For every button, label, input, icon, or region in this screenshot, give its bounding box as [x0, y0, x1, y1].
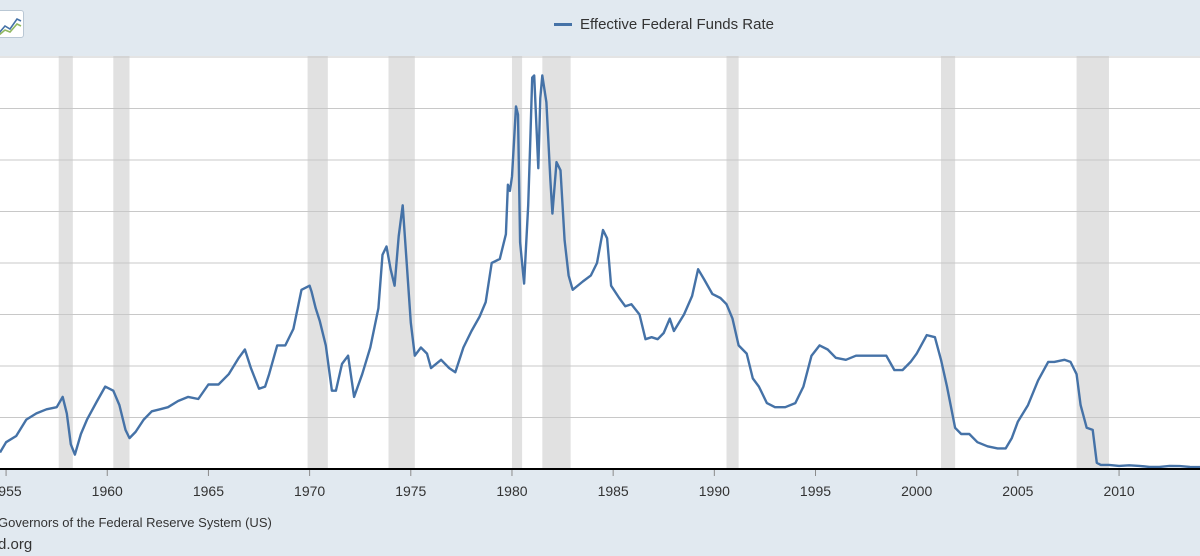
- plot-area: [0, 56, 1200, 470]
- x-tick-label: 1965: [193, 483, 224, 499]
- x-tick-label: 1970: [294, 483, 325, 499]
- x-tick-label: 1980: [496, 483, 527, 499]
- footer-source: Governors of the Federal Reserve System …: [0, 515, 272, 530]
- series-line-effective-federal-funds-rate: [0, 74, 1200, 469]
- legend-label: Effective Federal Funds Rate: [580, 16, 774, 33]
- x-tick-label: 2010: [1103, 483, 1134, 499]
- legend-swatch: [554, 23, 572, 26]
- x-tick-label: 1975: [395, 483, 426, 499]
- x-tick-label: 1960: [92, 483, 123, 499]
- x-tick-label: 1990: [699, 483, 730, 499]
- x-axis: 1955 1960 1965 1970 1975 1980 1985 1990 1995 2000…: [0, 470, 1135, 499]
- legend[interactable]: Effective Federal Funds Rate: [554, 16, 774, 33]
- x-tick-label: 2005: [1002, 483, 1033, 499]
- footer-url[interactable]: d.org: [0, 536, 33, 553]
- x-tick-label: 1955: [0, 483, 22, 499]
- gridlines: [0, 56, 1200, 418]
- x-tick-label: 1985: [598, 483, 629, 499]
- chart-type-icon[interactable]: [0, 10, 24, 38]
- x-tick-label: 2000: [901, 483, 932, 499]
- x-tick-label: 1995: [800, 483, 831, 499]
